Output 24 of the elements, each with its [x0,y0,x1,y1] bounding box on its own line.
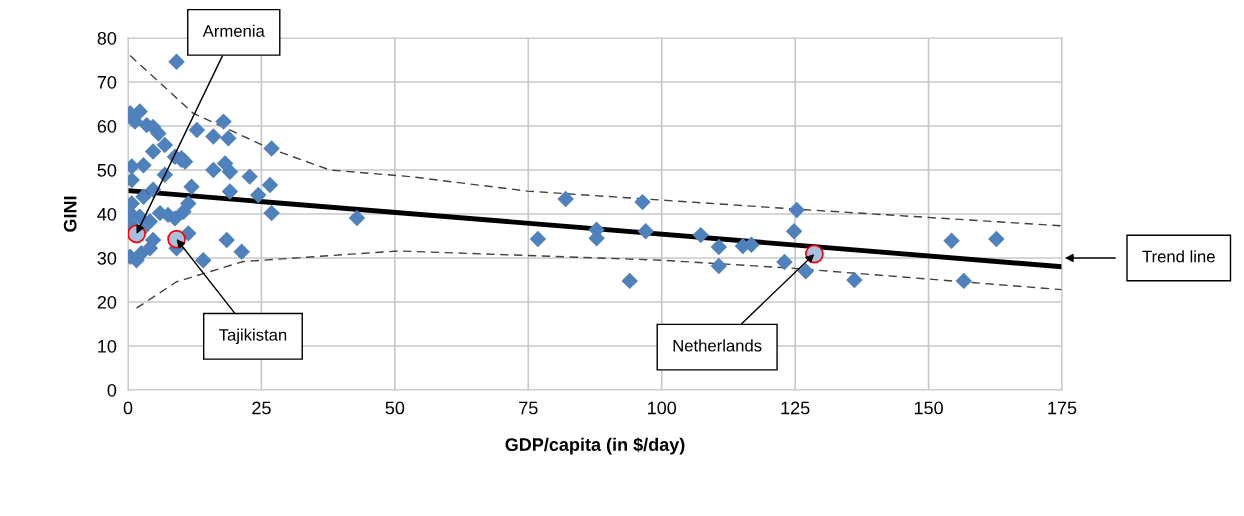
x-tick-label: 75 [519,401,538,415]
text: Trend line [1142,250,1215,263]
x-tick-label: 25 [252,401,271,415]
x-tick-label: 0 [123,401,133,415]
y-tick-label: 70 [97,75,117,89]
y-axis-title: GINI [63,196,77,232]
y-tick-label: 10 [98,339,117,353]
annotation: Tajikistan [219,328,287,345]
y-tick-label: 0 [107,383,117,397]
y-tick-label: 30 [97,251,117,265]
line-series [129,54,1062,227]
x-tick-label: 125 [781,401,810,415]
x-tick-label: 100 [648,401,677,415]
y-tick-label: 40 [97,207,117,221]
y-tick-label: 60 [97,119,117,133]
x-tick-label: 175 [1048,401,1077,415]
annotation: Netherlands [673,339,762,352]
annotation: Armenia [202,24,265,37]
y-tick-label: 80 [97,31,117,45]
y-tick-label: 20 [97,295,117,309]
y-tick-label: 50 [97,163,117,177]
x-axis-title: GDP/capita (in $/day) [505,437,685,455]
x-tick-label: 150 [914,401,943,415]
x-tick-label: 50 [385,401,405,415]
